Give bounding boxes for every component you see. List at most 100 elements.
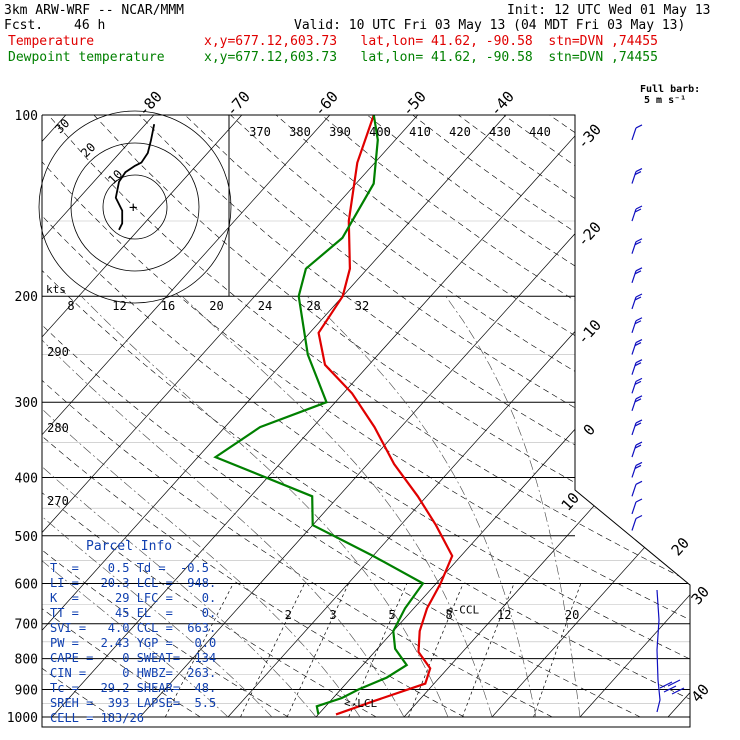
wind-barb-flag [635, 480, 643, 485]
wind-barb-shaft [631, 241, 637, 254]
wind-barb-flag [635, 419, 643, 424]
wind-barb [631, 339, 643, 355]
isotherm-label: 40 [688, 680, 713, 705]
pressure-tick-label: 1000 [7, 711, 38, 726]
wind-barb-flag [635, 498, 643, 503]
wind-barb [631, 419, 643, 436]
parcel-row-sreh: SREH = 393 LAPSE= 5.5 [50, 696, 217, 710]
wind-barb-shaft [631, 320, 637, 333]
wind-barb [631, 377, 643, 394]
wind-barb-flag [634, 342, 642, 347]
theta-e-label: 370 [249, 125, 271, 139]
parcel-row-li: LI = 20.3 LCL = 948. [50, 576, 217, 590]
mixing-ratio-label: 2 [285, 608, 292, 622]
theta-e-label: 420 [449, 125, 471, 139]
wind-barb-flag [634, 380, 642, 385]
wind-barb-shaft [631, 381, 637, 394]
wind-barb-flag [634, 270, 642, 275]
pressure-tick-label: 800 [15, 653, 38, 668]
mixing-ratio-label: 8 [445, 608, 452, 622]
isotherm-line [42, 115, 507, 718]
wind-barb-flag [635, 317, 643, 322]
wind-barb-flag [635, 359, 643, 364]
hodograph-unit: kts [46, 283, 66, 296]
wind-barb [631, 395, 643, 411]
parcel-row-cell: CELL = 183/26 [50, 711, 144, 725]
low-level-wind-barb [671, 687, 685, 695]
mixing-ratio-line [533, 583, 582, 718]
mixing-ratio-line [462, 583, 515, 718]
pressure-tick-label: 500 [15, 530, 38, 545]
forecast-hour: 46 h [74, 18, 106, 33]
mixing-ratio-label: 20 [565, 608, 579, 622]
wind-barb-flag [635, 441, 643, 446]
isotherm-line [42, 115, 243, 718]
wind-barb-flag [634, 464, 642, 469]
theta-e-label: 430 [489, 125, 511, 139]
dewpoint-legend: Dewpoint temperature [8, 50, 165, 65]
parcel-row-cape: CAPE = 0 SWEAT= 134 [50, 651, 217, 665]
theta-label: 270 [47, 494, 69, 508]
mixing-ratio-label: 5 [388, 608, 395, 622]
wind-barb-shaft [631, 296, 637, 310]
wind-barb-shaft [631, 398, 637, 411]
wind-barb-shaft [631, 362, 637, 375]
wind-barb [631, 461, 643, 478]
isotherm-line [667, 115, 690, 718]
pressure-tick-label: 400 [15, 471, 38, 486]
wind-barb-flag [635, 514, 643, 520]
wind-barb-shaft [631, 127, 637, 141]
wind-barb [631, 317, 643, 333]
isotherm-label: -10 [574, 316, 606, 348]
dry-adiabat-line [139, 115, 690, 718]
hodograph-ring [70, 142, 200, 272]
wind-barb-shaft [631, 501, 637, 515]
moist-adiabat-line [181, 295, 493, 718]
wind-barb-flag [635, 395, 643, 400]
mixing-ratio-line [286, 583, 350, 718]
mixing-ratio-label: 12 [497, 608, 511, 622]
parcel-row-pw: PW = 2.43 YGP = 0.0 [50, 636, 217, 650]
wind-barb-flag [634, 362, 642, 367]
wind-barb-flag [635, 267, 643, 272]
moist-adiabat-line [80, 295, 449, 718]
parcel-info-title: Parcel Info [86, 539, 173, 554]
isotherm-label: 30 [688, 583, 713, 608]
hodograph-axis-tick: 12 [112, 299, 126, 313]
dry-adiabat-line [42, 115, 553, 718]
wind-barb-flag [634, 296, 642, 301]
isotherm-line [579, 115, 690, 718]
parcel-row-svi: SVI = 4.0 CCL = 663. [50, 621, 217, 635]
wind-barb-flag [634, 422, 642, 427]
hodograph-axis-tick: 32 [355, 299, 369, 313]
dry-adiabat-line [42, 115, 641, 718]
marker-lcl: <-LCL [344, 697, 377, 710]
mixing-ratio-line [408, 583, 464, 718]
wind-barb-shaft [631, 465, 637, 478]
hodograph-ring-label: 30 [52, 116, 72, 136]
mixing-ratio-line [240, 583, 305, 718]
wind-barb-shaft [631, 171, 637, 184]
moist-adiabat-line [306, 295, 537, 718]
isotherm-line [491, 115, 690, 718]
isotherm-line [42, 115, 331, 718]
parcel-row-tt: TT = 45 EL = 0. [50, 606, 217, 620]
wind-barb [631, 168, 643, 184]
wind-barb-flag [634, 444, 642, 449]
dry-adiabat-line [48, 115, 690, 718]
plot-frame [41, 114, 691, 728]
temperature-legend: Temperature [8, 34, 95, 49]
dry-adiabat-line [42, 115, 690, 718]
wind-barb [631, 514, 643, 531]
wind-barb-flag [635, 168, 643, 173]
init-time: Init: 12 UTC Wed 01 May 13 [507, 3, 711, 18]
pressure-tick-label: 900 [15, 683, 38, 698]
isotherm-label: 0 [580, 420, 599, 439]
theta-e-label: 410 [409, 125, 431, 139]
wind-barb-flag [634, 171, 642, 176]
wind-barb-flag [634, 320, 642, 325]
isotherm-line [51, 115, 595, 718]
parcel-row-k: K = 29 LFC = 0. [50, 591, 217, 605]
hodograph-axis-tick: 8 [67, 299, 74, 313]
hodograph-ring [38, 110, 232, 304]
